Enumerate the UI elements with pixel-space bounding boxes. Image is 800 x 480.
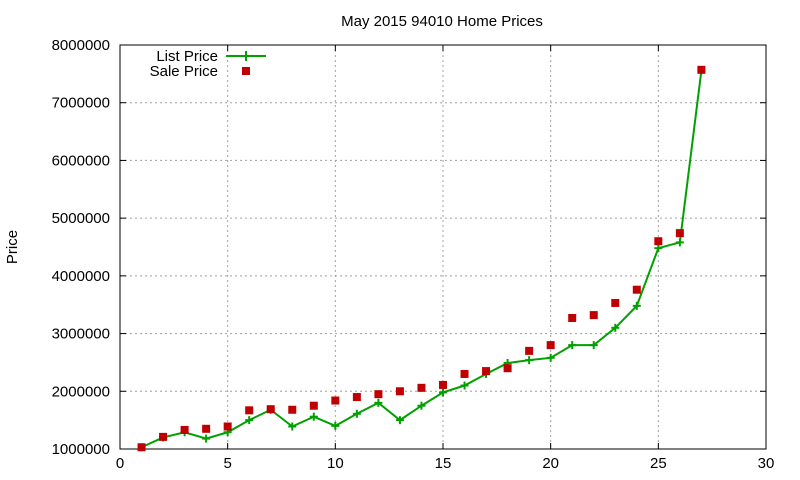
- x-tick-label: 5: [223, 455, 231, 472]
- list-price-point: [374, 398, 383, 407]
- y-tick-label: 4000000: [52, 268, 110, 285]
- sale-price-point: [180, 425, 189, 434]
- list-price-point: [568, 341, 577, 350]
- chart-title: May 2015 94010 Home Prices: [341, 13, 543, 30]
- list-price-point: [546, 353, 555, 362]
- series-layer: [137, 65, 706, 452]
- y-tick-label: 2000000: [52, 383, 110, 400]
- list-price-point: [654, 244, 663, 253]
- sale-price-point: [202, 424, 211, 433]
- sale-price-point: [439, 380, 447, 389]
- list-price-point: [395, 416, 404, 425]
- sale-price-point: [395, 387, 404, 396]
- legend: List Price Sale Price: [150, 48, 266, 80]
- list-price-point: [675, 238, 684, 247]
- list-price-point: [525, 356, 534, 365]
- sale-price-point: [159, 432, 168, 441]
- sale-price-point: [288, 405, 297, 414]
- x-tick-label: 25: [650, 455, 667, 472]
- legend-label-sale-price: Sale Price: [150, 63, 218, 80]
- list-price-point: [417, 401, 426, 410]
- y-tick-label: 1000000: [52, 441, 110, 458]
- list-price-point: [202, 434, 211, 443]
- list-price-point: [632, 301, 641, 310]
- y-tick-label: 5000000: [52, 210, 110, 227]
- sale-price-point: [417, 383, 426, 392]
- sale-price-point: [503, 364, 512, 373]
- list-price-point: [309, 412, 318, 421]
- list-price-point: [331, 421, 340, 430]
- legend-label-list-price: List Price: [156, 48, 218, 65]
- sale-price-point: [482, 367, 491, 376]
- sale-price-point: [654, 237, 663, 246]
- x-tick-label: 15: [435, 455, 452, 472]
- sale-price-point: [568, 313, 577, 322]
- sale-price-point: [245, 406, 254, 415]
- y-tick-label: 6000000: [52, 152, 110, 169]
- axis-ticks: 0 5 10 15 20 25 30 1000000 2000000 3000000 4000000…: [52, 37, 775, 472]
- y-tick-label: 7000000: [52, 95, 110, 112]
- sale-price-point: [589, 311, 598, 320]
- y-tick-label: 8000000: [52, 37, 110, 54]
- sale-price-point: [137, 443, 146, 452]
- x-tick-label: 20: [542, 455, 559, 472]
- legend-marker-sale-price: [242, 67, 250, 75]
- sale-price-point: [331, 396, 340, 405]
- sale-price-point: [697, 65, 706, 74]
- y-axis-label: Price: [4, 230, 21, 264]
- list-price-point: [245, 416, 254, 425]
- sale-price-point: [374, 390, 383, 399]
- list-price-point: [589, 341, 598, 350]
- x-tick-label: 0: [116, 455, 124, 472]
- plot-frame: [119, 44, 767, 450]
- list-price-point: [460, 381, 469, 390]
- sale-price-point: [266, 405, 275, 414]
- legend-marker-list-price: [241, 51, 251, 61]
- y-tick-label: 3000000: [52, 326, 110, 343]
- list-price-point: [439, 388, 447, 397]
- sale-price-point: [460, 369, 469, 378]
- sale-price-point: [632, 285, 641, 294]
- list-price-point: [288, 422, 297, 431]
- x-tick-label: 10: [327, 455, 344, 472]
- sale-price-point: [525, 346, 534, 355]
- x-tick-label: 30: [758, 455, 775, 472]
- sale-price-point: [223, 422, 232, 431]
- sale-price-point: [352, 393, 361, 402]
- list-price-point: [352, 409, 361, 418]
- sale-price-point: [546, 341, 555, 350]
- sale-price-point: [611, 298, 620, 307]
- sale-price-point: [675, 229, 684, 238]
- list-price-point: [611, 323, 620, 332]
- sale-price-point: [309, 401, 318, 410]
